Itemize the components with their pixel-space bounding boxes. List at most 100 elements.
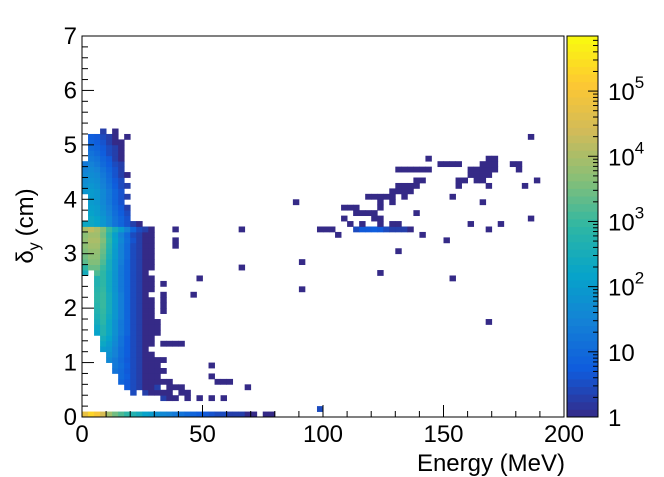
heatmap-cell: [124, 319, 131, 325]
heatmap-cell: [455, 182, 462, 189]
heatmap-cell: [389, 188, 396, 195]
heatmap-cell: [106, 242, 113, 249]
heatmap-cell: [148, 411, 155, 418]
heatmap-cell: [160, 368, 167, 374]
heatmap-cell: [473, 177, 481, 184]
heatmap-cell: [94, 291, 101, 298]
heatmap-cell: [184, 411, 191, 418]
heatmap-cell: [172, 242, 179, 249]
heatmap-cell: [377, 199, 384, 206]
heatmap-cell: [154, 324, 161, 331]
heatmap-cell: [118, 248, 125, 255]
heatmap-cell: [142, 226, 149, 233]
colorbar-tick-label: 1: [608, 405, 621, 432]
heatmap-cell: [455, 177, 462, 184]
y-tick-label: 2: [64, 295, 77, 322]
heatmap-cell: [112, 297, 119, 304]
heatmap-cell: [94, 199, 101, 206]
heatmap-cell: [160, 411, 167, 418]
heatmap-cell: [142, 248, 149, 255]
heatmap-cell: [130, 346, 137, 353]
heatmap-cell: [112, 302, 119, 309]
heatmap-cell: [389, 199, 396, 206]
heatmap-cell: [142, 378, 149, 385]
heatmap-cell: [130, 351, 137, 358]
heatmap-cell: [100, 275, 107, 282]
heatmap-cell: [88, 210, 95, 217]
heatmap-cell: [515, 166, 523, 173]
heatmap-cell: [160, 308, 167, 314]
heatmap-cell: [106, 346, 113, 353]
heatmap-cell: [148, 280, 155, 287]
heatmap-cell: [395, 226, 402, 233]
heatmap-cell: [136, 226, 143, 233]
heatmap-cell: [94, 177, 101, 184]
heatmap-cell: [347, 221, 354, 227]
heatmap-cell: [118, 357, 125, 363]
heatmap-cell: [196, 395, 203, 402]
y-axis: 0 1 2 3 4 5 6 7: [64, 23, 94, 431]
heatmap-cell: [298, 259, 306, 265]
heatmap-cell: [130, 297, 137, 304]
heatmap-cell: [118, 221, 125, 227]
heatmap-cell: [136, 351, 143, 358]
heatmap-cell: [142, 335, 149, 342]
heatmap-cell: [112, 357, 119, 363]
colorbar-band: [567, 66, 598, 75]
heatmap-cell: [82, 253, 89, 260]
heatmap-cell: [94, 248, 101, 255]
heatmap-cell: [112, 264, 119, 271]
heatmap-cell: [88, 237, 95, 244]
colorbar-tick-base: 10: [608, 79, 635, 106]
heatmap-cell: [118, 335, 125, 342]
heatmap-cell: [124, 302, 131, 309]
heatmap-cell: [100, 150, 107, 157]
heatmap-cell: [118, 308, 125, 314]
heatmap-cells: [82, 128, 541, 418]
heatmap-cell: [118, 144, 125, 151]
heatmap-cell: [94, 324, 101, 331]
heatmap-cell: [407, 182, 414, 189]
heatmap-cell: [118, 204, 125, 211]
heatmap-cell: [130, 291, 137, 298]
colorbar-band: [567, 226, 598, 235]
heatmap-cell: [148, 253, 155, 260]
heatmap-cell: [112, 155, 119, 162]
colorbar-band: [567, 58, 598, 67]
heatmap-cell: [88, 221, 95, 227]
heatmap-cell: [130, 302, 137, 309]
heatmap-cell: [106, 221, 113, 227]
heatmap-cell: [112, 324, 119, 331]
heatmap-cell: [160, 395, 167, 402]
heatmap-cell: [136, 231, 143, 238]
heatmap-cell: [118, 280, 125, 287]
heatmap-cell: [124, 357, 131, 363]
heatmap-cell: [190, 411, 197, 418]
heatmap-cell: [118, 319, 125, 325]
heatmap-cell: [419, 231, 426, 238]
heatmap-cell: [154, 368, 161, 374]
heatmap-cell: [124, 264, 131, 271]
heatmap-cell: [106, 324, 113, 331]
colorbar-band: [567, 150, 598, 159]
heatmap-cell: [106, 264, 113, 271]
heatmap-cell: [148, 302, 155, 309]
heatmap-cell: [142, 389, 149, 396]
heatmap-cell: [383, 193, 390, 200]
heatmap-cell: [142, 286, 149, 293]
heatmap-cell: [136, 335, 143, 342]
heatmap-cell: [142, 297, 149, 304]
heatmap-cell: [136, 297, 143, 304]
heatmap-cell: [154, 373, 161, 380]
heatmap-cell: [100, 329, 107, 336]
heatmap-cell: [467, 221, 475, 227]
colorbar-band: [567, 356, 598, 365]
heatmap-cell: [100, 133, 107, 140]
colorbar-tick-label: 10: [608, 340, 635, 367]
heatmap-cell: [106, 313, 113, 320]
heatmap-cell: [118, 373, 125, 380]
colorbar-tick-base: 10: [608, 275, 635, 302]
heatmap-cell: [88, 155, 95, 162]
heatmap-cell: [479, 177, 487, 184]
heatmap-cell: [118, 286, 125, 293]
